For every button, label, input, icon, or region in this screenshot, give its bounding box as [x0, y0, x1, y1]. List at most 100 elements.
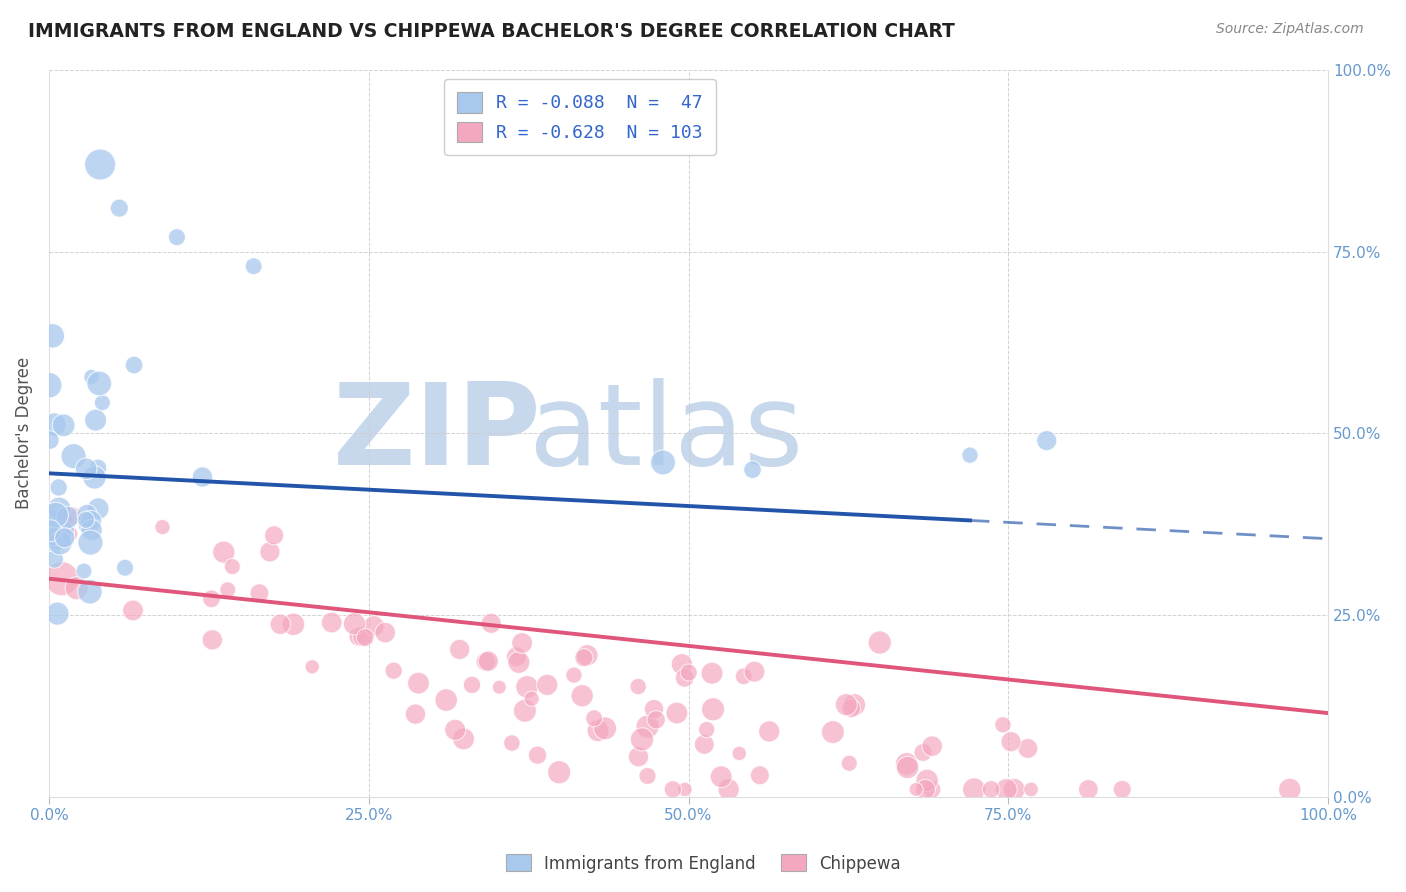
Point [408, 676, 430, 690]
Point [263, 528, 285, 542]
Point [247, 586, 270, 600]
Point [461, 678, 484, 692]
Point [242, 259, 264, 273]
Legend: Immigrants from England, Chippewa: Immigrants from England, Chippewa [499, 847, 907, 880]
Point [593, 722, 616, 736]
Point [122, 358, 145, 372]
Point [586, 723, 609, 738]
Point [548, 765, 571, 780]
Point [693, 738, 716, 752]
Point [844, 698, 866, 712]
Point [1017, 741, 1039, 756]
Point [963, 782, 986, 797]
Point [838, 756, 860, 771]
Point [75, 513, 97, 527]
Point [52, 524, 75, 539]
Point [382, 664, 405, 678]
Point [321, 615, 343, 630]
Point [301, 660, 323, 674]
Point [915, 773, 938, 788]
Point [269, 617, 291, 632]
Point [80, 514, 103, 528]
Point [354, 631, 377, 645]
Point [583, 711, 606, 725]
Point [652, 455, 675, 469]
Point [166, 230, 188, 244]
Point [475, 655, 498, 669]
Point [741, 463, 763, 477]
Point [87, 501, 110, 516]
Point [643, 702, 665, 716]
Point [48, 480, 70, 494]
Point [38, 378, 60, 392]
Point [51, 514, 73, 528]
Point [449, 642, 471, 657]
Point [572, 650, 595, 665]
Point [516, 680, 538, 694]
Point [921, 782, 943, 797]
Point [51, 572, 73, 586]
Point [710, 770, 733, 784]
Point [41, 328, 63, 343]
Point [53, 531, 76, 545]
Point [434, 693, 457, 707]
Point [39, 513, 62, 527]
Point [39, 524, 62, 538]
Point [921, 739, 943, 753]
Point [66, 581, 89, 595]
Point [405, 707, 427, 722]
Point [911, 746, 934, 760]
Point [212, 545, 235, 559]
Point [352, 630, 374, 644]
Point [91, 396, 114, 410]
Point [728, 747, 751, 761]
Point [1000, 734, 1022, 748]
Point [89, 157, 111, 171]
Point [665, 706, 688, 720]
Point [1278, 782, 1301, 797]
Point [191, 470, 214, 484]
Point [914, 782, 936, 797]
Point [108, 201, 131, 215]
Point [562, 668, 585, 682]
Point [49, 536, 72, 550]
Point [59, 526, 82, 541]
Point [897, 760, 920, 774]
Point [48, 501, 70, 516]
Point [991, 718, 1014, 732]
Point [114, 560, 136, 574]
Point [571, 689, 593, 703]
Point [477, 654, 499, 668]
Point [52, 418, 75, 433]
Point [748, 768, 770, 782]
Point [717, 782, 740, 797]
Legend: R = -0.088  N =  47, R = -0.628  N = 103: R = -0.088 N = 47, R = -0.628 N = 103 [444, 79, 716, 155]
Point [536, 678, 558, 692]
Point [505, 649, 527, 664]
Point [48, 530, 70, 544]
Point [283, 617, 305, 632]
Point [62, 449, 84, 463]
Point [44, 537, 66, 551]
Point [980, 782, 1002, 797]
Point [488, 680, 510, 694]
Point [73, 564, 96, 578]
Point [347, 630, 370, 644]
Point [1002, 782, 1025, 797]
Point [42, 530, 65, 544]
Point [122, 603, 145, 617]
Point [46, 607, 69, 621]
Point [56, 510, 79, 524]
Text: Source: ZipAtlas.com: Source: ZipAtlas.com [1216, 22, 1364, 37]
Point [839, 701, 862, 715]
Point [89, 376, 111, 391]
Point [374, 625, 396, 640]
Text: ZIP: ZIP [333, 378, 541, 489]
Point [678, 665, 700, 680]
Point [44, 552, 66, 566]
Point [444, 723, 467, 737]
Point [671, 657, 693, 672]
Point [995, 782, 1018, 797]
Point [221, 559, 243, 574]
Y-axis label: Bachelor's Degree: Bachelor's Degree [15, 357, 32, 509]
